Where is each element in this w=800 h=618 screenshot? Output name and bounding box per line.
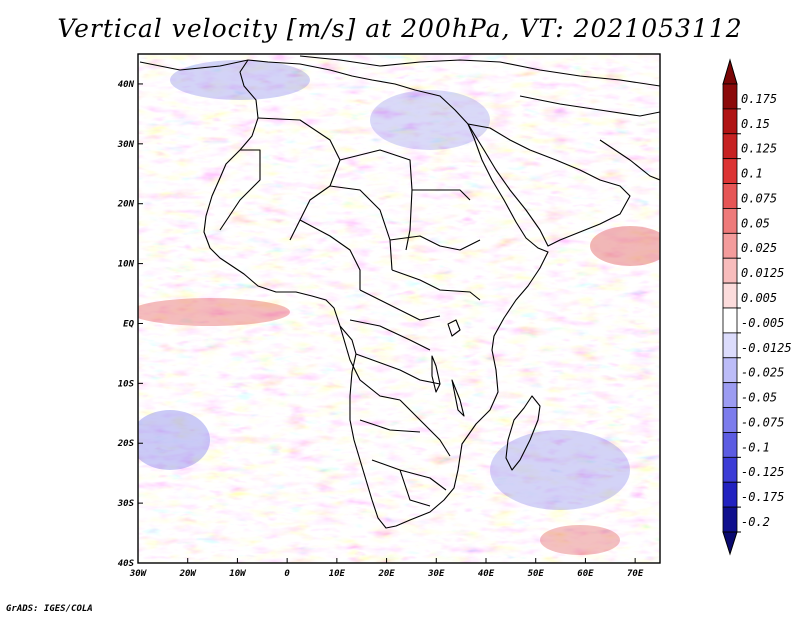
colorbar-label: 0.025 <box>741 241 777 255</box>
colorbar-bottom-arrow <box>722 531 738 556</box>
colorbar-segment <box>722 232 738 259</box>
lat-tick-label: 20N <box>117 200 135 210</box>
colorbar: 0.175 0.15 0.125 0.1 0.075 0.05 0.025 0.0125 0.0… <box>722 58 792 556</box>
colorbar-label: -0.125 <box>741 465 784 479</box>
colorbar-label: 0.1 <box>741 167 763 181</box>
colorbar-label: -0.175 <box>741 490 784 504</box>
colorbar-segment <box>722 506 738 533</box>
lon-tick-label: 40E <box>478 569 495 579</box>
colorbar-label: -0.05 <box>741 391 777 405</box>
chart-title: Vertical velocity [m/s] at 200hPa, VT: 2… <box>57 14 743 43</box>
lon-tick-label: 30W <box>129 569 148 579</box>
colorbar-label: -0.005 <box>741 316 784 330</box>
lon-tick-label: 70E <box>627 569 644 579</box>
colorbar-segment <box>722 481 738 508</box>
colorbar-label: 0.125 <box>741 142 777 156</box>
lon-tick-label: 50E <box>528 569 545 579</box>
colorbar-segment <box>722 332 738 359</box>
velocity-field <box>138 54 660 563</box>
lon-tick-label: 10W <box>229 569 247 579</box>
lat-tick-label: 30N <box>117 140 135 150</box>
colorbar-label: 0.0125 <box>741 266 784 280</box>
colorbar-segment <box>722 357 738 384</box>
lat-tick-label: 30S <box>117 499 135 509</box>
colorbar-label: 0.05 <box>741 216 770 230</box>
colorbar-label: -0.025 <box>741 366 784 380</box>
colorbar-segment <box>722 432 738 458</box>
colorbar-segment <box>722 133 738 160</box>
lon-tick-label: 60E <box>577 569 594 579</box>
lat-tick-label: 10N <box>118 260 135 270</box>
lon-tick-label: 30E <box>427 569 445 579</box>
lon-tick-label: 0 <box>284 569 290 579</box>
colorbar-top-arrow <box>722 58 738 85</box>
plot-frame <box>137 53 661 564</box>
lat-tick-label: 40N <box>118 80 135 90</box>
longitude-axis: 30W 20W 10W 0 10E 20E 30E 40E 50E 60E 70E <box>129 558 644 579</box>
colorbar-segment <box>722 456 738 483</box>
colorbar-segment <box>722 183 738 209</box>
colorbar-segment <box>722 208 738 234</box>
coastlines-and-borders <box>139 55 660 529</box>
colorbar-label: -0.1 <box>741 440 770 454</box>
colorbar-label: 0.005 <box>741 291 777 305</box>
lat-tick-label: EQ <box>123 319 134 329</box>
colorbar-segment <box>722 158 738 184</box>
colorbar-segment <box>722 282 738 309</box>
colorbar-label: 0.175 <box>741 92 777 106</box>
colorbar-segment <box>722 407 738 433</box>
colorbar-segment <box>722 257 738 284</box>
latitude-axis: 40N 30N 20N 10N EQ 10S 20S 30S 40S <box>117 80 143 569</box>
colorbar-segment <box>722 382 738 408</box>
lat-tick-label: 40S <box>118 559 135 569</box>
colorbar-segment <box>722 307 738 334</box>
colorbar-label: 0.075 <box>741 191 777 205</box>
lat-tick-label: 10S <box>118 379 135 389</box>
colorbar-label: 0.15 <box>741 117 770 131</box>
colorbar-label: -0.0125 <box>741 341 792 355</box>
colorbar-segment <box>722 108 738 135</box>
colorbar-segment <box>722 83 738 110</box>
credit-label: GrADS: IGES/COLA <box>6 604 93 614</box>
lon-tick-label: 10E <box>329 569 346 579</box>
lat-tick-label: 20S <box>117 439 135 449</box>
lon-tick-label: 20E <box>377 569 395 579</box>
colorbar-label: -0.075 <box>741 415 784 429</box>
colorbar-label: -0.2 <box>741 515 770 529</box>
lon-tick-label: 20W <box>179 569 198 579</box>
